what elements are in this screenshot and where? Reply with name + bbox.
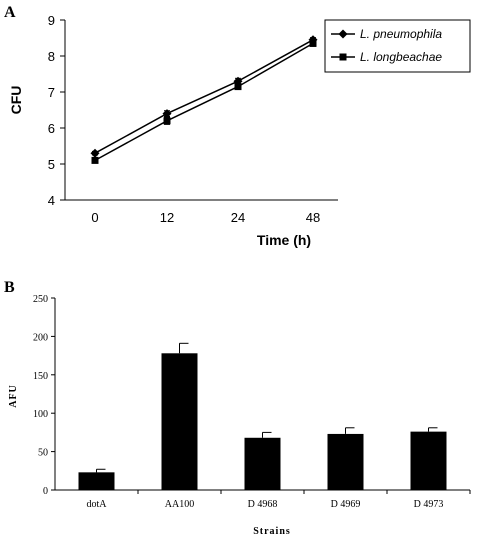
panel-a-x-axis-title: Time (h) [257,232,311,248]
data-point-diamond [90,148,100,158]
x-tick-label: 0 [91,210,98,225]
y-tick-label: 150 [33,371,48,382]
panel-b-x-ticks: dotA AA100 D 4968 D 4969 D 4973 [87,490,471,510]
bar [410,431,447,490]
y-tick-label: 0 [43,486,48,497]
x-tick-label: dotA [87,499,108,510]
y-tick-label: 6 [48,121,55,136]
panel-b-x-axis-title: Strains [253,526,291,537]
y-tick-label: 200 [33,332,48,343]
y-tick-label: 100 [33,409,48,420]
panel-a-axes [64,20,338,201]
panel-b-y-ticks: 0 50 100 150 200 250 [33,294,55,497]
y-tick-label: 5 [48,157,55,172]
panel-a-legend: L. pneumophila L. longbeachae [324,19,471,73]
data-point-square [309,39,317,47]
panel-a-x-ticks: 0 12 24 48 [91,210,320,225]
legend-diamond-marker [338,29,348,39]
y-tick-label: 8 [48,49,55,64]
bar [161,353,198,490]
bar [244,437,281,490]
legend-square-marker [339,53,347,61]
series-line [94,42,314,162]
panel-b-y-axis-title: AFU [8,384,19,408]
x-tick-label: 12 [160,210,174,225]
data-point-square [234,83,242,91]
legend-frame [324,19,471,73]
y-tick-label: 9 [48,13,55,28]
y-tick-label: 4 [48,193,55,208]
bar [327,433,364,490]
panel-a-y-ticks: 4 5 6 7 8 9 [48,13,65,208]
x-tick-label: D 4969 [331,499,361,510]
x-tick-label: D 4973 [414,499,444,510]
x-tick-label: AA100 [165,499,194,510]
panel-b: B 0 50 100 150 200 250 dotA AA100 D 4968 D 4969 D… [4,279,471,537]
x-tick-label: 24 [231,210,245,225]
data-point-square [163,117,171,125]
panel-b-bars [78,342,447,490]
panel-a-series [90,35,318,164]
legend-label-pneumophila: L. pneumophila [360,27,442,41]
x-tick-label: D 4968 [248,499,278,510]
panel-b-label: B [4,279,15,296]
panel-a-label: A [4,4,16,21]
legend-label-longbeachae: L. longbeachae [360,50,442,64]
bar [78,472,115,490]
y-tick-label: 250 [33,294,48,305]
panel-a-y-axis-title: CFU [8,86,24,115]
data-point-diamond [162,109,172,119]
panel-a: A 4 5 6 7 8 9 0 12 24 48 CFU Time (h) L. pneumop… [4,4,471,248]
x-tick-label: 48 [306,210,320,225]
y-tick-label: 7 [48,85,55,100]
y-tick-label: 50 [38,448,48,459]
data-point-square [91,156,99,164]
series-line [94,39,314,154]
